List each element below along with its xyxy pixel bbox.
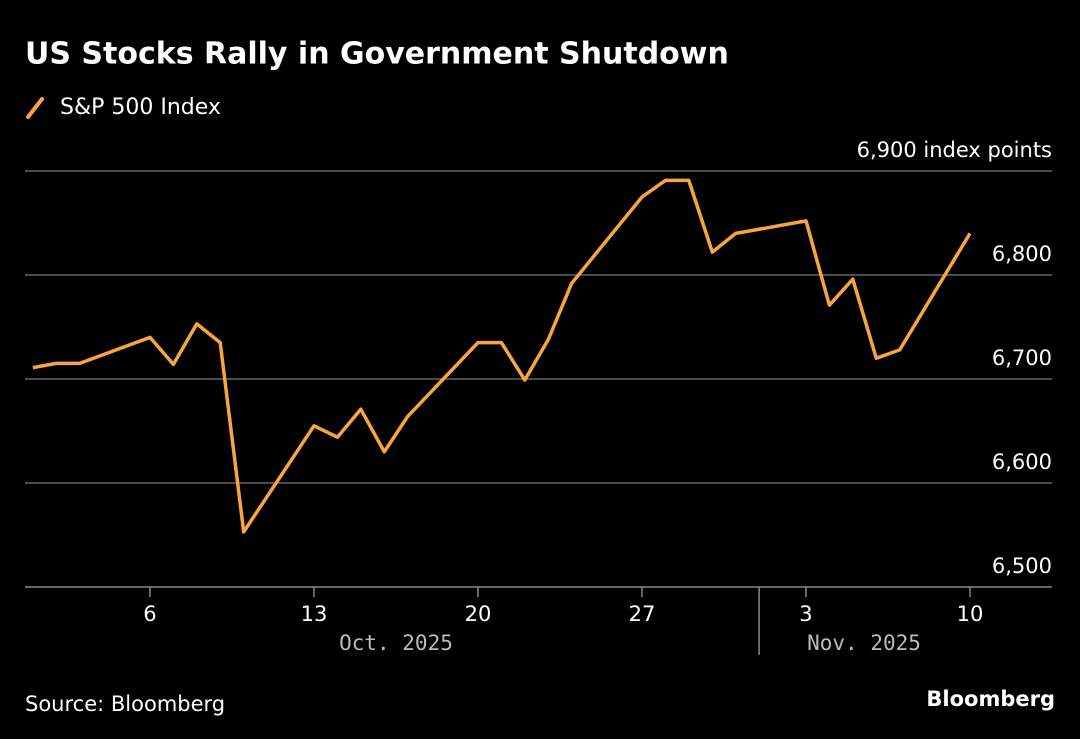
x-tick-label: 10: [957, 602, 984, 626]
logo: Bloomberg: [926, 687, 1055, 711]
x-tick-label: 3: [799, 602, 812, 626]
month-label: Oct. 2025: [339, 631, 453, 655]
chart-title: US Stocks Rally in Government Shutdown: [25, 37, 729, 72]
line: [32, 178, 972, 534]
legend-swatch: [26, 97, 44, 119]
x-tick-label: 6: [143, 602, 156, 626]
y-tick-label: 6,500: [992, 554, 1052, 578]
y-tick-label: 6,800: [992, 242, 1052, 266]
x-tick-label: 20: [465, 602, 492, 626]
y-tick-label: 6,600: [992, 450, 1052, 474]
y-tick-label: 6,700: [992, 346, 1052, 370]
month-label: Nov. 2025: [807, 631, 921, 655]
x-tick-label: 27: [629, 602, 656, 626]
y-tick-label: 6,900 index points: [857, 138, 1052, 162]
legend-label: S&P 500 Index: [60, 95, 221, 120]
source: Source: Bloomberg: [25, 692, 225, 716]
x-tick-label: 13: [301, 602, 328, 626]
